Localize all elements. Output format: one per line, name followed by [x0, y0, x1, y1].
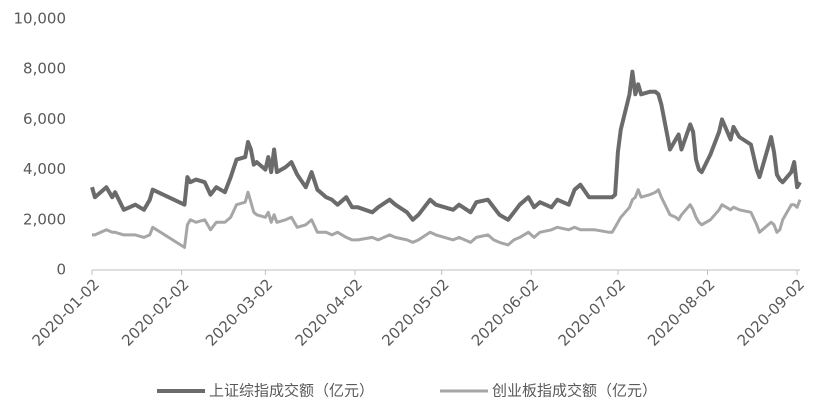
x-tick-label: 2020-08-02 [644, 275, 718, 349]
x-tick-label: 2020-06-02 [468, 275, 542, 349]
y-tick-label: 8,000 [23, 60, 66, 78]
y-tick-label: 10,000 [14, 10, 67, 28]
legend-label: 创业板指成交额（亿元） [492, 382, 657, 400]
x-tick-label: 2020-01-02 [29, 275, 103, 349]
series-line [92, 188, 802, 249]
x-tick-label: 2020-02-02 [118, 275, 192, 349]
x-tick-label: 2020-05-02 [378, 275, 452, 349]
y-tick-label: 6,000 [23, 110, 66, 128]
y-tick-label: 4,000 [23, 160, 66, 178]
series-line [90, 69, 802, 222]
y-tick-label: 0 [56, 261, 66, 279]
legend-label: 上证综指成交额（亿元） [209, 382, 374, 400]
x-tick-label: 2020-09-02 [734, 275, 808, 349]
x-tick-label: 2020-04-02 [292, 275, 366, 349]
x-tick-label: 2020-03-02 [202, 275, 276, 349]
x-tick-label: 2020-07-02 [555, 275, 629, 349]
y-tick-label: 2,000 [23, 210, 66, 228]
